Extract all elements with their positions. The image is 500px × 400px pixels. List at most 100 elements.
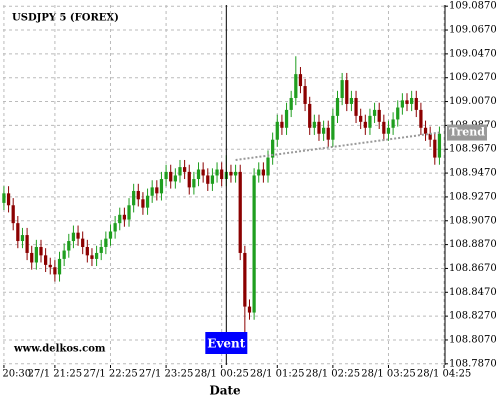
watermark: www.delkos.com [13,344,106,355]
candle-body [368,115,372,128]
y-tick-label: 109.0670 [449,25,497,36]
y-tick-label: 109.0470 [449,48,497,59]
candle-body [132,190,136,206]
candle-body [271,139,275,158]
candle-body [354,97,358,116]
candle-body [247,306,252,313]
candle-body [20,235,25,242]
candle-body [30,252,34,263]
candle-body [405,100,409,104]
y-tick-label: 108.9070 [449,215,497,226]
candle-body [317,121,321,134]
candle-body [192,179,196,188]
candle-body [206,175,210,184]
candle-body [99,246,103,253]
candle-body [400,100,404,108]
candle-body [419,109,423,128]
candle-body [201,169,205,176]
candle-body [113,223,117,232]
candle-body [16,223,20,242]
candle-body [145,195,150,208]
candle-body [2,193,6,203]
candle-body [220,169,224,180]
candle-body [382,121,386,134]
candle-body [312,121,316,128]
y-tick-label: 108.9270 [449,191,497,202]
x-tick-label: 27/1 21:25 [28,369,82,380]
candle-body [391,119,395,128]
candle-body [233,171,238,176]
candle-body [410,97,414,104]
candle-body [294,74,298,98]
candle-body [76,232,80,239]
candle-body [229,171,233,176]
candle-body [284,109,289,128]
candle-body [303,86,307,104]
candle-body [164,171,168,180]
y-tick-label: 108.9470 [449,168,497,179]
candle-body [53,267,57,275]
candle-body [169,171,173,182]
event-label-box [205,332,248,354]
candle-body [48,264,52,268]
candle-body [386,127,391,134]
x-tick-label: 28/1 01:25 [250,369,304,380]
candle-body [359,115,363,122]
y-tick-label: 108.8270 [449,311,497,322]
event-label: Event [207,337,245,351]
x-tick-label: 28/1 02:25 [306,369,360,380]
candle-body [182,167,187,172]
candle-body [252,175,256,313]
candle-body [275,121,279,140]
y-tick-label: 109.0870 [449,1,497,12]
candle-body [196,169,201,180]
candle-body [85,246,89,256]
candle-body [150,187,154,196]
candle-body [437,133,442,158]
candle-body [25,235,29,253]
y-tick-label: 108.8670 [449,263,497,274]
candle-body [243,252,247,307]
candle-body [44,255,48,265]
candle-body [136,190,140,200]
candle-body [372,109,377,116]
candle-body [11,205,15,224]
candle-body [155,187,159,194]
trend-label-box [447,124,487,141]
trend-label: Trend [449,126,485,139]
y-tick-label: 108.9670 [449,144,497,155]
candle-body [289,97,293,110]
candle-body [159,179,164,194]
candle-body [34,246,38,263]
candle-body [321,127,326,134]
x-tick-label: 27/1 22:25 [83,369,137,380]
candle-body [39,246,43,256]
candle-body [62,250,66,259]
candle-body [345,80,349,104]
candle-body [377,109,381,122]
candle-body [238,171,242,253]
candle-body [173,175,177,182]
candle-body [81,238,85,247]
candle-body [178,167,182,176]
x-tick-label: 28/1 04:25 [417,369,471,380]
x-tick-label: 27/1 20:30 [0,369,31,380]
y-tick-label: 108.8870 [449,239,497,250]
x-axis-label: Date [209,384,241,398]
y-tick-label: 108.8470 [449,287,497,298]
y-tick-label: 108.7870 [449,358,497,369]
candle-body [94,252,99,259]
candle-body [257,169,261,176]
candle-body [210,175,215,184]
candle-body [266,157,270,176]
x-tick-label: 28/1 00:25 [194,369,248,380]
candle-body [433,139,437,158]
candle-body [414,97,418,110]
candle-body [363,121,367,128]
candle-body [428,133,432,140]
candle-body [261,169,266,176]
candle-body [187,171,191,188]
candle-body [90,255,94,259]
